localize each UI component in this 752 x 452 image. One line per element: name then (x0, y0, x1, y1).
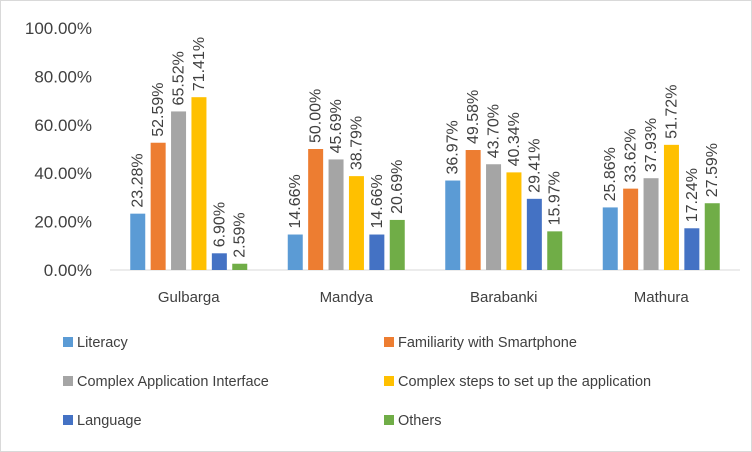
data-label: 38.79% (348, 116, 365, 170)
bar (348, 176, 364, 270)
legend-label: Complex Application Interface (77, 374, 269, 390)
bar (389, 219, 405, 270)
data-label: 71.41% (191, 37, 208, 91)
data-label: 50.00% (308, 89, 325, 143)
data-label: 17.24% (684, 168, 701, 222)
data-label: 15.97% (547, 171, 564, 225)
bar (663, 144, 679, 270)
x-tick-label: Mathura (634, 289, 690, 306)
data-label: 43.70% (486, 104, 503, 158)
bar (643, 178, 659, 270)
legend-label: Language (77, 413, 142, 429)
data-label: 14.66% (287, 174, 304, 228)
bar (547, 231, 563, 270)
bar (526, 198, 542, 270)
data-label: 52.59% (150, 82, 167, 136)
data-label: 51.72% (663, 85, 680, 139)
bar (465, 150, 481, 270)
data-label: 37.93% (643, 118, 660, 172)
data-label: 29.41% (526, 139, 543, 193)
bar (171, 111, 187, 271)
x-tick-label: Gulbarga (158, 289, 220, 306)
bar (623, 188, 639, 270)
bar (130, 213, 146, 270)
bar (150, 142, 166, 270)
legend-label: Familiarity with Smartphone (398, 335, 577, 351)
data-label: 40.34% (506, 112, 523, 166)
data-label: 36.97% (445, 120, 462, 174)
data-label: 65.52% (171, 51, 188, 105)
legend-swatch (384, 415, 394, 425)
x-tick-label: Barabanki (470, 289, 538, 306)
bar (211, 253, 227, 270)
bar (506, 172, 522, 270)
bar (232, 263, 248, 270)
bar (684, 228, 700, 270)
data-label: 27.59% (704, 143, 721, 197)
data-label: 6.90% (211, 202, 228, 247)
legend-label: Complex steps to set up the application (398, 374, 651, 390)
legend-swatch (63, 337, 73, 347)
bar (602, 207, 618, 270)
legend-swatch (384, 376, 394, 386)
bar (287, 234, 303, 270)
data-label: 20.69% (389, 160, 406, 214)
bar (445, 180, 461, 270)
y-tick-label: 20.00% (34, 213, 92, 232)
data-label: 45.69% (328, 99, 345, 153)
y-tick-label: 100.00% (25, 19, 92, 38)
bar (704, 203, 720, 270)
data-label: 25.86% (602, 147, 619, 201)
data-label: 14.66% (369, 174, 386, 228)
bar (486, 164, 502, 270)
data-label: 2.59% (232, 212, 249, 257)
bar (191, 97, 207, 270)
legend-swatch (384, 337, 394, 347)
legend-label: Literacy (77, 335, 129, 351)
bar (308, 149, 324, 270)
bar (369, 234, 385, 270)
bar (328, 159, 344, 270)
data-label: 23.28% (130, 153, 147, 207)
y-tick-label: 40.00% (34, 164, 92, 183)
legend-swatch (63, 415, 73, 425)
x-tick-label: Mandya (320, 289, 374, 306)
legend-swatch (63, 376, 73, 386)
y-tick-label: 0.00% (44, 261, 92, 280)
data-label: 33.62% (623, 128, 640, 182)
legend-label: Others (398, 413, 442, 429)
data-label: 49.58% (465, 90, 482, 144)
y-tick-label: 60.00% (34, 116, 92, 135)
y-tick-label: 80.00% (34, 67, 92, 86)
